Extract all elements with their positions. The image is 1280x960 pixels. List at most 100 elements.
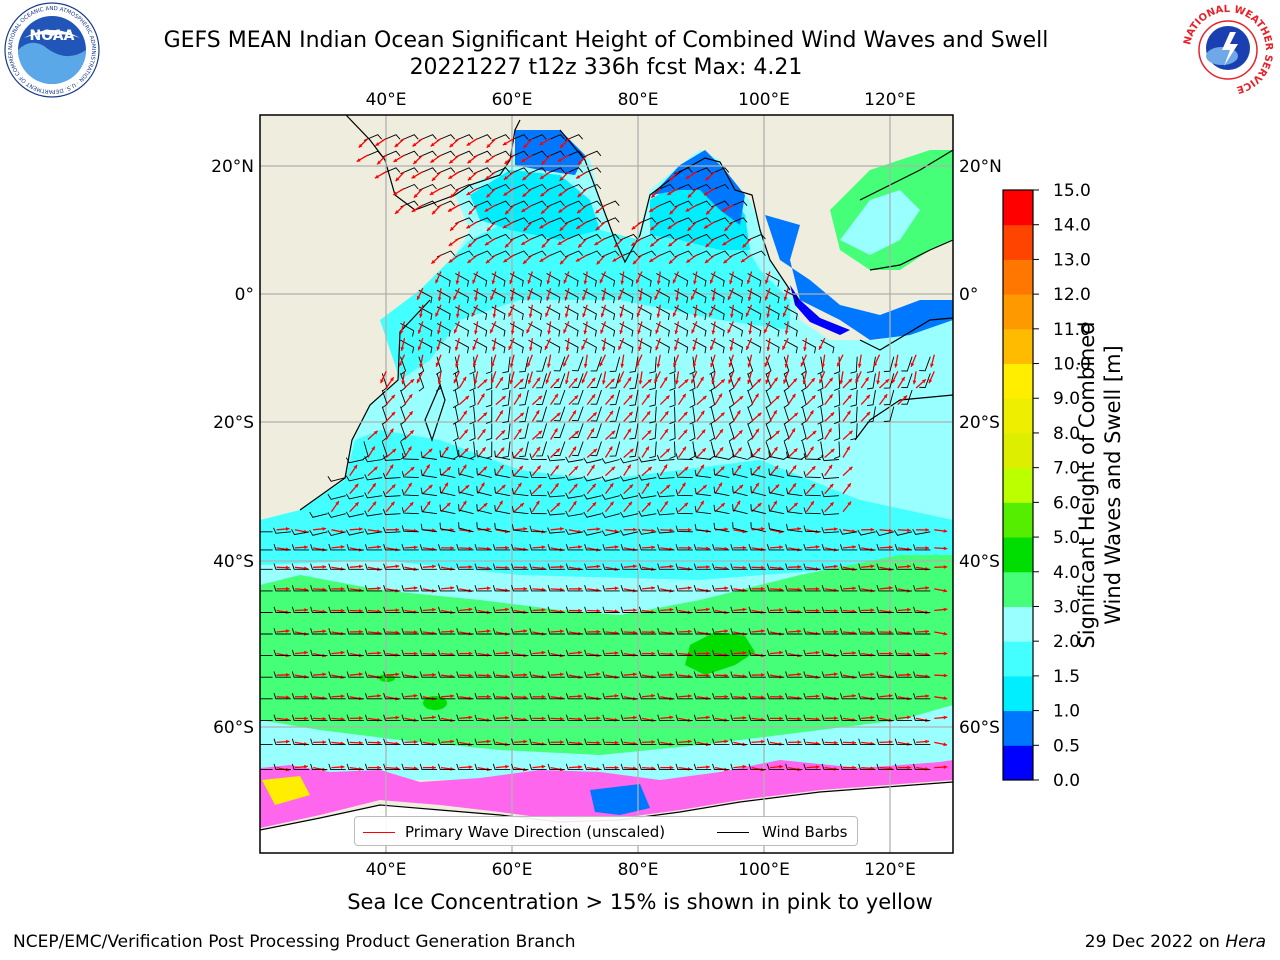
wind-barb (547, 671, 565, 678)
wind-barb (364, 585, 383, 592)
wind-barb (712, 692, 730, 700)
wind-barb (382, 134, 401, 141)
wave-arrow-head (682, 446, 686, 451)
wind-barb (590, 441, 602, 457)
wind-barb (766, 738, 785, 745)
wave-arrow-head (544, 345, 549, 350)
wind-barb (712, 649, 730, 657)
wave-arrow-head (354, 502, 359, 507)
wave-arrow-head (655, 329, 659, 334)
wind-barb (528, 167, 547, 175)
wave-arrow-head (608, 446, 613, 451)
wind-barb (572, 389, 584, 405)
wind-barb (529, 628, 547, 635)
wind-barb (401, 585, 419, 592)
wave-arrow-head (706, 765, 710, 769)
wind-barb (850, 406, 858, 424)
wind-barb (803, 471, 821, 479)
wave-arrow-head (669, 528, 674, 533)
wind-barb (584, 649, 602, 657)
wind-barb (619, 457, 639, 464)
wind-barb (620, 692, 638, 700)
wave-arrow-head (390, 377, 394, 382)
wind-barb (260, 633, 273, 635)
wind-barb (674, 250, 693, 258)
wind-barb (437, 649, 456, 657)
wave-arrow-head (656, 280, 661, 285)
wind-barb (692, 200, 711, 208)
wave-arrow-head (668, 242, 673, 247)
wind-barb (620, 606, 638, 613)
wind-barb (649, 423, 657, 441)
wind-barb (473, 273, 488, 287)
wind-barb (712, 714, 730, 721)
wave-arrow-head (444, 482, 448, 487)
wave-arrow-head (430, 159, 435, 163)
wind-barb (400, 356, 407, 375)
wave-arrow-head (663, 377, 668, 381)
wave-arrow-head (523, 695, 528, 700)
wind-barb (876, 714, 894, 721)
wave-arrow-head (466, 191, 471, 196)
wave-arrow-head (779, 694, 783, 699)
wave-arrow-head (740, 258, 745, 263)
wind-barb (692, 306, 707, 320)
wind-barb (675, 585, 693, 592)
wave-arrow-head (925, 629, 929, 634)
wave-arrow-head (645, 482, 650, 487)
wave-arrow-head (943, 546, 948, 551)
wave-arrow-head (729, 347, 734, 351)
wind-barb (675, 628, 693, 635)
sea-ice-yellow (262, 776, 310, 805)
wind-barb (273, 628, 291, 635)
wave-arrow-head (779, 608, 783, 612)
wind-barb (833, 406, 841, 425)
wave-arrow-head (400, 346, 405, 351)
wave-arrow-head (322, 672, 327, 677)
wind-barb (346, 606, 364, 613)
wind-barb (839, 585, 858, 592)
wave-arrow-head (417, 329, 422, 334)
wind-barb (418, 200, 437, 208)
wind-barb (455, 217, 474, 225)
wave-arrow-head (797, 629, 802, 634)
wave-arrow-head (736, 500, 741, 505)
wave-arrow-head (775, 484, 780, 489)
wind-barb (419, 714, 437, 721)
wave-arrow-head (510, 330, 515, 335)
wind-barb (866, 373, 876, 390)
wave-arrow-head (541, 650, 546, 655)
wind-barb (783, 339, 798, 354)
wave-arrow-head (393, 191, 398, 195)
wind-barb (609, 389, 621, 406)
wind-barb (420, 451, 438, 460)
wind-barb (833, 389, 841, 408)
wave-arrow-head (651, 740, 655, 744)
wave-arrow-head (410, 467, 415, 471)
wave-arrow-head (764, 296, 769, 301)
colorbar-segment (1003, 710, 1033, 746)
wind-barb (817, 441, 824, 460)
wave-arrow-head (464, 448, 469, 452)
map-legend: Primary Wave Direction (unscaled) Wind B… (354, 816, 858, 846)
wind-barb (732, 486, 748, 497)
wave-arrow-head (554, 393, 558, 398)
wind-barb (590, 389, 602, 405)
wave-arrow-head (672, 312, 677, 317)
wave-arrow-head (889, 630, 893, 635)
wave-arrow-head (706, 210, 710, 215)
wind-barb (511, 714, 529, 721)
wind-barb (291, 649, 310, 657)
wind-barb (328, 649, 346, 657)
wind-barb (875, 530, 894, 537)
wind-barb (821, 692, 839, 700)
wind-barb (693, 671, 712, 678)
colorbar-segment (1003, 675, 1033, 712)
colorbar-tick-label: 2.0 (1053, 632, 1080, 652)
wind-barb (656, 183, 675, 191)
wave-arrow-head (834, 527, 838, 531)
wind-barb (710, 289, 725, 304)
wave-arrow-head (359, 527, 363, 531)
wind-barb (583, 183, 602, 191)
wind-barb (509, 289, 524, 304)
